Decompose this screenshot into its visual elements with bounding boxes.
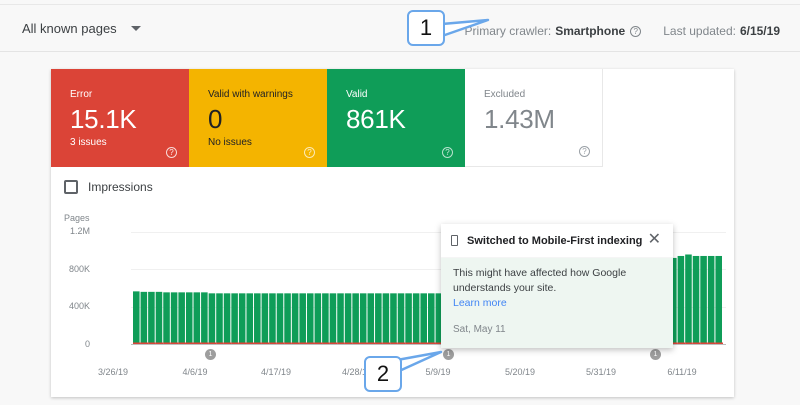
chevron-down-icon [130,26,141,31]
x-tick: 5/9/19 [425,367,451,377]
help-icon[interactable]: ? [579,146,590,157]
x-tick: 3/26/19 [97,367,129,377]
status-tiles: Error 15.1K 3 issues ? Valid with warnin… [51,69,603,167]
y-tick: 800K [68,264,90,274]
popup-body: This might have affected how Google unde… [441,258,673,348]
page-filter-dropdown[interactable]: All known pages [22,21,141,36]
x-tick: 4/17/19 [260,367,292,377]
impressions-checkbox[interactable] [64,180,78,194]
annotation-marker[interactable]: 1 [205,349,216,360]
popup-header: Switched to Mobile-First indexing [441,224,673,258]
x-tick: 4/6/19 [182,367,208,377]
y-axis-title: Pages [64,213,90,223]
y-tick: 400K [68,301,90,311]
y-tick: 0 [84,339,90,349]
x-tick: 6/11/19 [667,367,697,377]
last-updated-label: Last updated: [663,24,736,38]
callout-1: 1 [407,10,445,46]
close-icon[interactable]: ✕ [647,231,661,248]
popup-title: Switched to Mobile-First indexing [467,234,643,247]
tile-label: Valid [346,89,368,100]
last-updated-value: 6/15/19 [739,24,780,38]
tile-value: 861K [346,104,406,134]
tile-label: Valid with warnings [208,89,293,100]
primary-crawler-label: Primary crawler: [464,24,552,38]
impressions-label: Impressions [88,180,153,194]
callout-pointer [440,18,490,38]
report-header: All known pages Primary crawler: Smartph… [0,4,800,52]
x-tick: 4/28/19 [341,367,373,377]
tile-valid-with-warnings[interactable]: Valid with warnings 0 No issues ? [189,69,327,167]
help-icon[interactable]: ? [304,147,315,158]
y-tick: 1.2M [69,226,90,236]
tile-valid[interactable]: Valid 861K ? [327,69,465,167]
help-icon[interactable]: ? [630,25,642,37]
x-tick: 5/31/19 [585,367,617,377]
tile-label: Excluded [484,89,526,100]
callout-2: 2 [364,356,402,392]
x-tick: 5/20/19 [504,367,536,377]
annotation-popup: Switched to Mobile-First indexing ✕ This… [441,224,673,348]
tile-error[interactable]: Error 15.1K 3 issues ? [51,69,189,167]
callout-pointer [395,350,443,374]
primary-crawler-value: Smartphone [555,24,626,38]
learn-more-link[interactable]: Learn more [453,297,507,309]
popup-message: This might have affected how Google unde… [453,267,627,294]
smartphone-icon [451,235,458,246]
help-icon[interactable]: ? [442,147,453,158]
tile-excluded[interactable]: Excluded 1.43M ? [465,69,603,167]
page-filter-label: All known pages [22,21,117,36]
tile-value: 0 [208,104,223,134]
help-icon[interactable]: ? [166,147,177,158]
tile-value: 15.1K [70,104,137,134]
x-axis-baseline [131,344,726,345]
crawler-info: Primary crawler: Smartphone ? Last updat… [465,24,780,38]
annotation-marker[interactable]: 1 [650,349,661,360]
tile-sub: No issues [208,137,252,148]
impressions-toggle[interactable]: Impressions [64,180,153,194]
popup-date: Sat, May 11 [453,324,506,335]
annotation-marker[interactable]: 1 [443,349,454,360]
tile-value: 1.43M [484,104,555,134]
gridline [131,232,726,233]
gridline [131,269,726,270]
tile-label: Error [70,89,93,100]
tile-sub: 3 issues [70,137,107,148]
